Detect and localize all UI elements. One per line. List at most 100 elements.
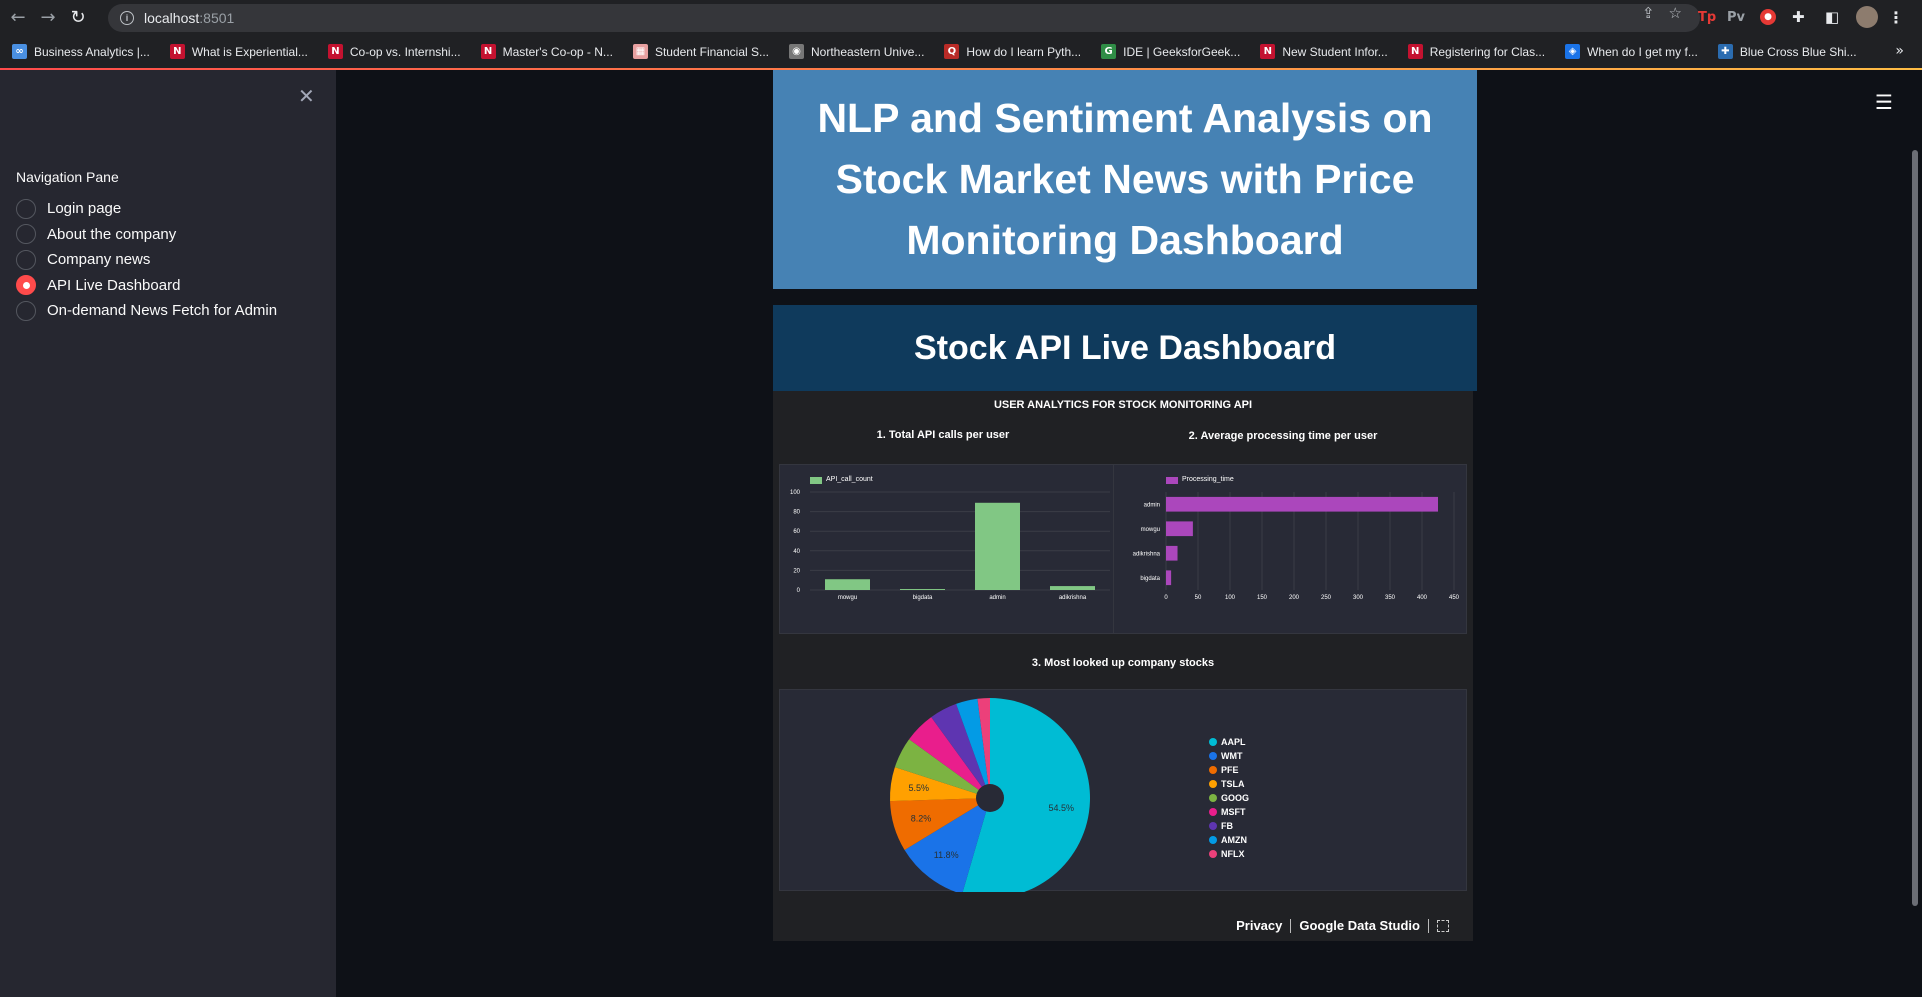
radio-button[interactable] bbox=[16, 249, 36, 270]
chart1-bar bbox=[975, 502, 1020, 590]
chart3-panel: 54.5% 11.8% 8.2% 5.5% bbox=[779, 689, 1467, 892]
nav-option-label: API Live Dashboard bbox=[47, 276, 181, 294]
page-title-banner: NLP and Sentiment Analysis on Stock Mark… bbox=[773, 70, 1477, 289]
forward-icon[interactable]: → bbox=[40, 7, 56, 28]
data-studio-link[interactable]: Google Data Studio bbox=[1299, 918, 1420, 933]
privacy-link[interactable]: Privacy bbox=[1236, 918, 1283, 933]
bookmark-item[interactable]: G IDE | GeeksforGeek... bbox=[1101, 44, 1240, 59]
bookmark-item[interactable]: N Co-op vs. Internshi... bbox=[327, 44, 461, 59]
radio-button[interactable] bbox=[16, 275, 36, 296]
bookmark-item[interactable]: ✚ Blue Cross Blue Shi... bbox=[1717, 44, 1857, 59]
streamlit-decoration bbox=[0, 68, 1922, 70]
radio-button[interactable] bbox=[16, 300, 36, 321]
chart3-slice bbox=[962, 698, 1090, 892]
chart1-x-tick-label: bigdata bbox=[913, 595, 933, 601]
chart2-x-tick-label: 200 bbox=[1289, 595, 1300, 601]
chart3-legend-item: GOOG bbox=[1209, 791, 1249, 805]
address-bar[interactable]: i localhost:8501 bbox=[108, 4, 1700, 32]
chart3-legend-label: PFE bbox=[1221, 765, 1239, 775]
bookmark-item[interactable]: ◉ Northeastern Unive... bbox=[789, 44, 924, 59]
bookmark-item[interactable]: N Master's Co-op - N... bbox=[480, 44, 613, 59]
browser-menu-icon[interactable]: ⋮ bbox=[1888, 7, 1904, 27]
nav-option[interactable]: About the company bbox=[16, 222, 277, 248]
nav-option[interactable]: API Live Dashboard bbox=[16, 273, 277, 299]
bookmark-favicon-icon: N bbox=[327, 44, 343, 59]
bookmark-favicon-icon: ✚ bbox=[1717, 44, 1733, 59]
share-icon[interactable]: ⇪ bbox=[1641, 4, 1655, 22]
chart2-x-tick-label: 50 bbox=[1195, 595, 1202, 601]
radio-button[interactable] bbox=[16, 198, 36, 219]
radio-button[interactable] bbox=[16, 224, 36, 245]
chart2-x-tick-label: 250 bbox=[1321, 595, 1332, 601]
nav-option[interactable]: On-demand News Fetch for Admin bbox=[16, 298, 277, 324]
bookmark-favicon-icon: ▦ bbox=[632, 44, 648, 59]
bookmark-label: Blue Cross Blue Shi... bbox=[1739, 44, 1857, 59]
chart3-slice bbox=[890, 798, 990, 850]
chart3-legend-label: AAPL bbox=[1221, 737, 1246, 747]
extension-pv[interactable]: Pv bbox=[1727, 9, 1746, 25]
browser-toolbar: ← → ↻ i localhost:8501 ⇪ ☆ Tp Pv ● ✚ ◧ ⋮ bbox=[0, 0, 1922, 35]
bookmark-item[interactable]: ∞ Business Analytics |... bbox=[12, 44, 150, 59]
chart3-legend-dot bbox=[1209, 794, 1217, 802]
chart2-y-tick-label: mowgu bbox=[1141, 527, 1160, 533]
chart3-slice bbox=[977, 698, 990, 798]
chart2-x-tick-label: 100 bbox=[1225, 595, 1236, 601]
chart2-x-tick-label: 300 bbox=[1353, 595, 1364, 601]
chart3-legend-item: AAPL bbox=[1209, 735, 1249, 749]
bookmark-star-icon[interactable]: ☆ bbox=[1668, 4, 1682, 22]
reload-icon[interactable]: ↻ bbox=[70, 7, 86, 28]
chart2-title: 2. Average processing time per user bbox=[1188, 430, 1378, 442]
chart3-legend-dot bbox=[1209, 850, 1217, 858]
chart3-legend-label: MSFT bbox=[1221, 807, 1246, 817]
close-sidebar-icon[interactable]: ✕ bbox=[298, 84, 315, 108]
chart1-y-tick-label: 60 bbox=[793, 529, 800, 535]
site-info-icon[interactable]: i bbox=[120, 11, 134, 25]
chart2-y-tick-label: adikrishna bbox=[1133, 551, 1161, 557]
nav-option-label: On-demand News Fetch for Admin bbox=[47, 302, 278, 320]
bookmark-item[interactable]: N What is Experiential... bbox=[169, 44, 308, 59]
bookmark-label: Co-op vs. Internshi... bbox=[349, 44, 461, 59]
chart3-title: 3. Most looked up company stocks bbox=[1031, 657, 1215, 669]
bookmarks-bar: ∞ Business Analytics |... N What is Experie… bbox=[0, 35, 1922, 68]
profile-avatar[interactable] bbox=[1856, 6, 1878, 28]
scrollbar[interactable] bbox=[1912, 150, 1918, 906]
extension-record-icon[interactable]: ● bbox=[1760, 9, 1776, 25]
chart1-panel: API_call_count 0 20 40 60 80 100 mowgu bigdata a… bbox=[779, 464, 1117, 634]
bookmark-item[interactable]: Q How do I learn Pyth... bbox=[944, 44, 1081, 59]
chart1-y-tick-label: 100 bbox=[790, 490, 801, 496]
chart3-legend-dot bbox=[1209, 822, 1217, 830]
nav-option[interactable]: Login page bbox=[16, 196, 277, 222]
bookmark-item[interactable]: N Registering for Clas... bbox=[1407, 44, 1546, 59]
chart2-bar bbox=[1166, 570, 1172, 586]
bookmark-label: When do I get my f... bbox=[1587, 44, 1698, 59]
main-menu-icon[interactable]: ☰ bbox=[1875, 90, 1893, 114]
chart3-legend-item: FB bbox=[1209, 819, 1249, 833]
extensions-puzzle-icon[interactable]: ✚ bbox=[1792, 8, 1805, 26]
chart2-panel: Processing_time 0 50 100 150 200 250 300 350 400… bbox=[1113, 464, 1467, 634]
side-panel-icon[interactable]: ◧ bbox=[1825, 8, 1840, 26]
bookmark-favicon-icon: ∞ bbox=[12, 44, 27, 59]
chart2-x-tick-label: 400 bbox=[1417, 595, 1428, 601]
report-footer: Privacy Google Data Studio bbox=[773, 918, 1473, 933]
bookmark-item[interactable]: N New Student Infor... bbox=[1260, 44, 1388, 59]
chart3-legend-dot bbox=[1209, 766, 1217, 774]
url-text: localhost:8501 bbox=[144, 10, 235, 26]
chart3-value-label: 8.2% bbox=[911, 814, 932, 824]
chart3-svg: 54.5% 11.8% 8.2% 5.5% bbox=[890, 698, 1090, 892]
bookmark-label: Registering for Clas... bbox=[1429, 44, 1546, 59]
chart3-legend-item: TSLA bbox=[1209, 777, 1249, 791]
fullscreen-icon[interactable] bbox=[1437, 919, 1449, 932]
footer-divider bbox=[1428, 918, 1429, 933]
bookmarks-overflow-icon[interactable]: » bbox=[1895, 43, 1904, 59]
chart3-legend-item: WMT bbox=[1209, 749, 1249, 763]
chart1-legend-swatch bbox=[810, 477, 822, 484]
nav-option[interactable]: Company news bbox=[16, 247, 277, 273]
back-icon[interactable]: ← bbox=[10, 7, 26, 28]
bookmark-label: Business Analytics |... bbox=[34, 44, 150, 59]
bookmark-label: What is Experiential... bbox=[191, 44, 308, 59]
chart3-value-label: 5.5% bbox=[908, 783, 929, 793]
chart3-donut-hole bbox=[976, 784, 1004, 812]
bookmark-item[interactable]: ◈ When do I get my f... bbox=[1565, 44, 1698, 59]
extension-tp[interactable]: Tp bbox=[1698, 9, 1717, 25]
bookmark-item[interactable]: ▦ Student Financial S... bbox=[632, 44, 769, 59]
